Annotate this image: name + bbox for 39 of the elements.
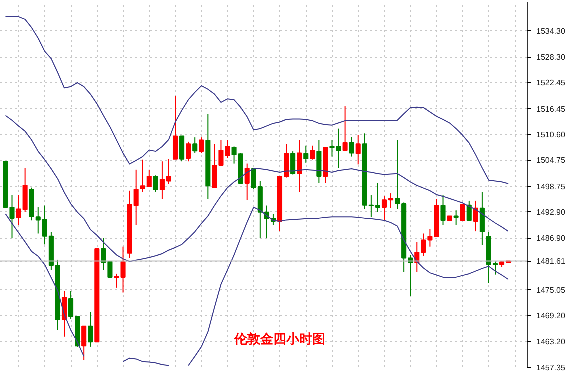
ref-line-label: 1481.61 (536, 257, 566, 266)
candlestick (290, 151, 296, 176)
candlestick (88, 312, 94, 348)
candlestick (454, 210, 459, 226)
candlestick (310, 145, 316, 160)
annotation: 伦敦金四小时图 (233, 332, 326, 348)
candlestick (82, 326, 87, 361)
y-tick-label: 1510.60 (536, 130, 566, 140)
candlestick (342, 106, 348, 152)
candlestick (297, 140, 302, 193)
candlestick (466, 200, 472, 222)
candlestick (180, 136, 185, 162)
candlestick (460, 204, 466, 222)
y-tick-label: 1522.45 (536, 78, 566, 88)
candlestick (172, 96, 178, 160)
y-tick-label: 1498.75 (536, 182, 566, 192)
candlestick (480, 192, 485, 246)
candlestick (349, 136, 354, 158)
y-tick-label: 1469.20 (536, 311, 566, 320)
candlestick (192, 137, 198, 154)
candlestick (356, 134, 361, 166)
y-tick-label: 1504.75 (536, 156, 566, 166)
y-tick-label: 1463.20 (536, 338, 566, 347)
y-tick-label: 1516.45 (536, 104, 566, 114)
y-tick-label: 1475.05 (536, 286, 566, 295)
line-series (5, 115, 510, 262)
candlestick (440, 194, 446, 226)
candlestick (473, 200, 478, 232)
candlestick (153, 175, 158, 193)
y-tick-label: 1534.30 (536, 26, 566, 36)
y-tick-label: 1457.35 (536, 363, 566, 372)
y-tick-label: 1492.90 (536, 208, 566, 217)
candlestick (199, 137, 204, 154)
candlestick (186, 141, 192, 162)
candlestick (304, 145, 309, 164)
y-tick-label: 1528.30 (536, 53, 566, 62)
line-series (5, 16, 510, 184)
y-tick-label: 1486.90 (536, 234, 566, 244)
candlestick (244, 163, 250, 201)
